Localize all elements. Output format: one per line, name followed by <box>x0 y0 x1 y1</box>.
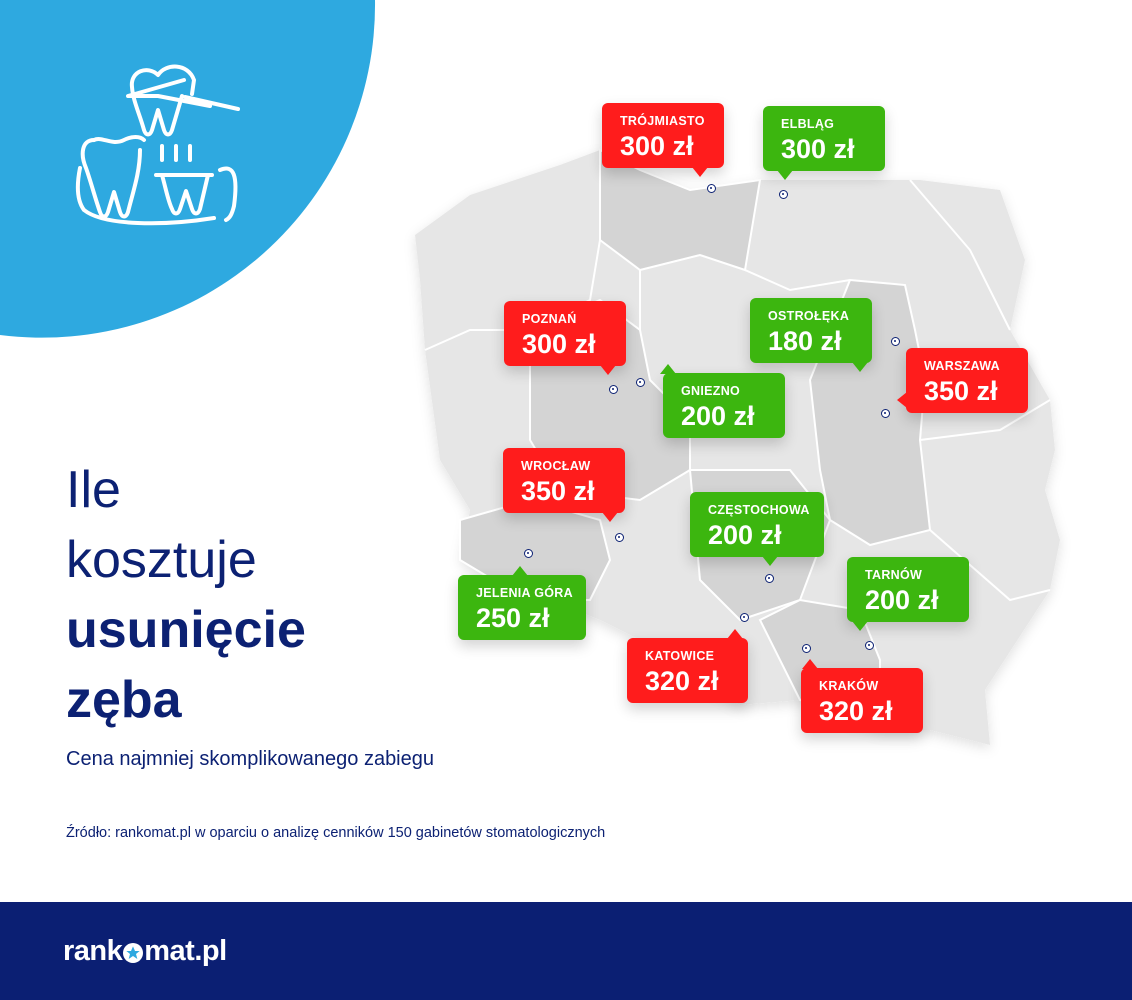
price-value: 300 zł <box>781 134 855 164</box>
callout-pointer <box>727 629 743 639</box>
price-value: 300 zł <box>620 131 694 161</box>
city-name: CZĘSTOCHOWA <box>708 503 810 517</box>
footer-bar <box>0 902 1132 1000</box>
callout-pointer <box>897 392 907 408</box>
city-name: OSTROŁĘKA <box>768 309 850 323</box>
city-name: KRAKÓW <box>819 679 879 693</box>
callout-pointer <box>777 170 793 180</box>
rankomat-logo: rank mat.pl <box>63 935 227 968</box>
callout-pointer <box>512 566 528 576</box>
price-callout: GNIEZNO 200 zł <box>660 364 785 438</box>
price-callout: TARNÓW 200 zł <box>847 557 969 631</box>
city-marker <box>523 548 533 558</box>
callout-pointer <box>802 659 818 669</box>
city-name: JELENIA GÓRA <box>476 586 573 600</box>
price-callout: KATOWICE 320 zł <box>627 629 748 703</box>
city-name: TARNÓW <box>865 568 923 582</box>
price-callout: KRAKÓW 320 zł <box>801 659 923 733</box>
city-marker <box>864 640 874 650</box>
headline: Ile kosztuje usunięcie zęba <box>66 455 306 735</box>
price-value: 320 zł <box>819 696 893 726</box>
city-name: GNIEZNO <box>681 384 741 398</box>
city-marker <box>778 189 788 199</box>
price-value: 200 zł <box>865 585 939 615</box>
callout-pointer <box>600 365 616 375</box>
callout-pointer <box>852 362 868 372</box>
headline-line-bold: usunięcie <box>66 601 306 659</box>
price-value: 180 zł <box>768 326 842 356</box>
headline-line: Ile <box>66 461 121 519</box>
price-value: 350 zł <box>521 476 595 506</box>
city-name: ELBLĄG <box>781 117 835 131</box>
headline-line: kosztuje <box>66 531 257 589</box>
price-callout: POZNAŃ 300 zł <box>504 301 626 375</box>
city-marker <box>764 573 774 583</box>
city-name: WARSZAWA <box>924 359 1001 373</box>
price-callout: ELBLĄG 300 zł <box>763 106 885 180</box>
logo-text: rank <box>63 935 123 967</box>
price-value: 250 zł <box>476 603 550 633</box>
city-name: WROCŁAW <box>521 459 591 473</box>
city-marker <box>706 183 716 193</box>
logo-text: mat.pl <box>144 935 227 967</box>
price-value: 200 zł <box>708 520 782 550</box>
city-marker <box>635 377 645 387</box>
price-callout: CZĘSTOCHOWA 200 zł <box>690 492 824 566</box>
price-callout: JELENIA GÓRA 250 zł <box>458 566 586 640</box>
subtitle: Cena najmniej skomplikowanego zabiegu <box>66 748 434 770</box>
city-marker <box>608 384 618 394</box>
city-name: KATOWICE <box>645 649 715 663</box>
headline-line-bold: zęba <box>66 671 182 729</box>
decorative-blue-circle <box>0 0 376 338</box>
city-marker <box>890 336 900 346</box>
city-marker <box>880 408 890 418</box>
callout-pointer <box>762 556 778 566</box>
source-note: Źródło: rankomat.pl w oparciu o analizę … <box>66 825 606 841</box>
price-value: 200 zł <box>681 401 755 431</box>
price-callout: WARSZAWA 350 zł <box>897 348 1028 413</box>
city-name: POZNAŃ <box>522 312 577 326</box>
tooth-extraction-icon <box>75 64 240 226</box>
price-callout: OSTROŁĘKA 180 zł <box>750 298 872 372</box>
star-icon <box>123 942 144 963</box>
price-value: 350 zł <box>924 376 998 406</box>
price-value: 320 zł <box>645 666 719 696</box>
city-name: TRÓJMIASTO <box>620 114 705 128</box>
city-marker <box>801 643 811 653</box>
callout-pointer <box>852 621 868 631</box>
callout-pointer <box>602 512 618 522</box>
callout-pointer <box>692 167 708 177</box>
city-marker <box>739 612 749 622</box>
price-callout: WROCŁAW 350 zł <box>503 448 625 522</box>
price-value: 300 zł <box>522 329 596 359</box>
callout-pointer <box>660 364 676 374</box>
city-marker <box>614 532 624 542</box>
price-callout: TRÓJMIASTO 300 zł <box>602 103 724 177</box>
